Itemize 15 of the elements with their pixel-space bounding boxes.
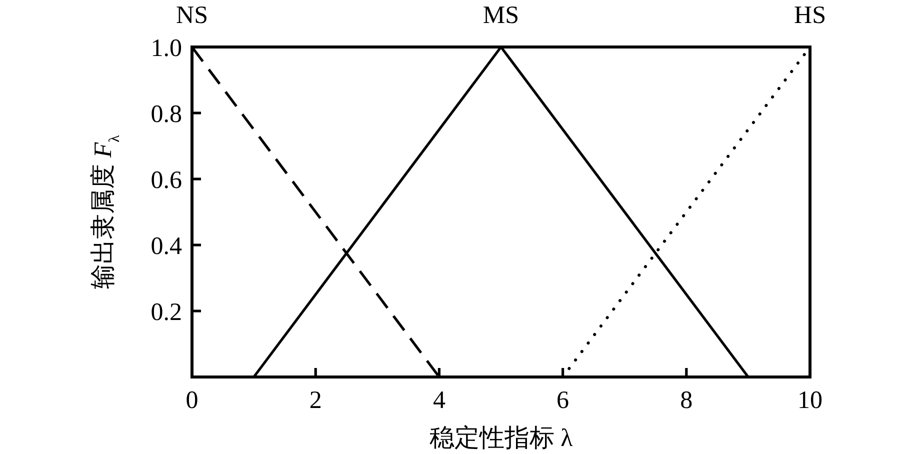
series-label: MS bbox=[482, 2, 520, 29]
y-tick-label: 1.0 bbox=[150, 35, 182, 62]
y-tick-label: 0.2 bbox=[150, 299, 182, 326]
x-tick-label: 6 bbox=[556, 387, 570, 414]
series-label: HS bbox=[794, 2, 826, 29]
y-tick-label: 0.4 bbox=[150, 233, 182, 260]
x-tick-label: 0 bbox=[186, 387, 198, 414]
series-label: NS bbox=[176, 2, 208, 29]
x-tick-label: 4 bbox=[432, 387, 446, 414]
y-tick-label: 0.8 bbox=[150, 101, 182, 128]
x-tick-label: 8 bbox=[680, 387, 693, 414]
x-tick-label: 2 bbox=[309, 387, 322, 414]
y-tick-label: 0.6 bbox=[150, 167, 182, 194]
x-axis-title: 稳定性指标 λ bbox=[429, 424, 573, 452]
x-tick-label: 10 bbox=[798, 387, 822, 414]
